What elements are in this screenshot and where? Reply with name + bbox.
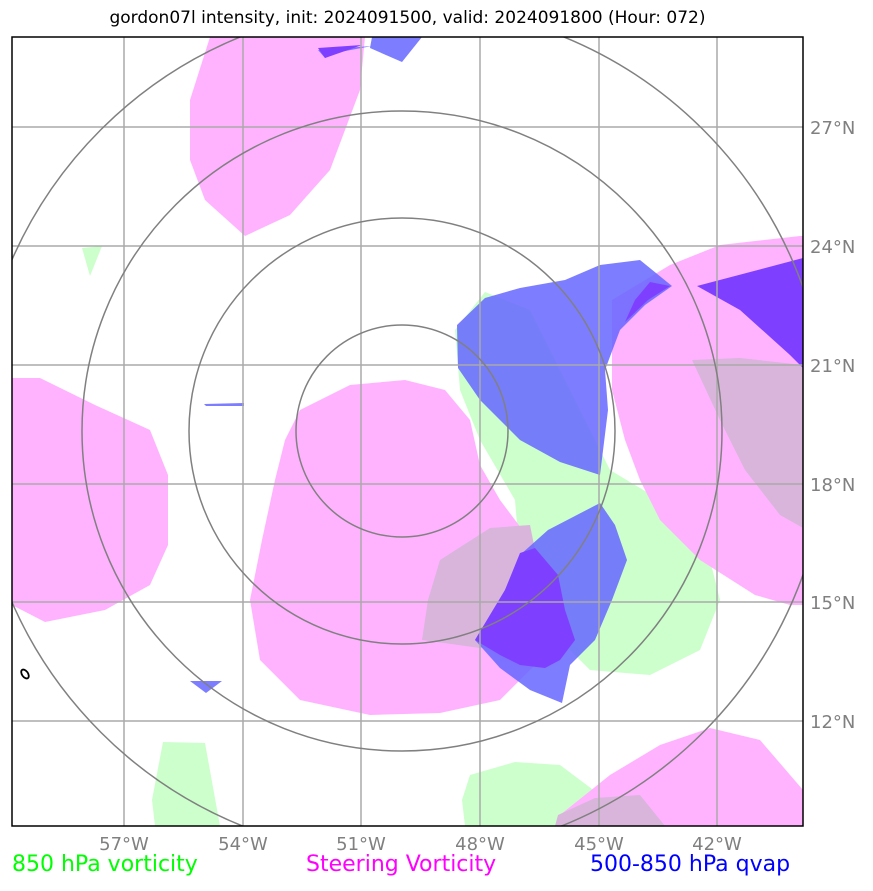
- legend-qvap: 500-850 hPa qvap: [590, 852, 791, 877]
- field-layers: [12, 37, 803, 826]
- overlap-area-southeast: [555, 795, 665, 826]
- lon-labels: 57°W 54°W 51°W 48°W 45°W 42°W: [99, 834, 742, 855]
- green-area-southwest: [152, 742, 220, 826]
- lat-label-21: 21°N: [810, 356, 855, 377]
- gridlines: [12, 37, 803, 826]
- lon-label-54: 54°W: [218, 834, 268, 855]
- lon-label-45: 45°W: [574, 834, 624, 855]
- green-area-west: [82, 246, 102, 276]
- lat-label-18: 18°N: [810, 475, 855, 496]
- chart-title: gordon07l intensity, init: 2024091500, v…: [109, 8, 706, 28]
- deep-overlap-areas: [318, 45, 803, 668]
- blue-area-small-southwest: [190, 681, 222, 693]
- lon-label-57: 57°W: [99, 834, 149, 855]
- blue-area-north-center: [370, 37, 422, 62]
- lon-label-42: 42°W: [692, 834, 742, 855]
- magenta-steering-areas: [12, 37, 803, 826]
- lat-labels: 27°N 24°N 21°N 18°N 15°N 12°N: [810, 118, 855, 733]
- range-ring-1: [295, 324, 509, 538]
- deep-area-northeast-small: [625, 282, 670, 322]
- small-contour-mark: [20, 668, 30, 680]
- overlap-area-east: [692, 358, 803, 528]
- lat-label-15: 15°N: [810, 593, 855, 614]
- legend-850-vorticity: 850 hPa vorticity: [12, 852, 198, 877]
- magenta-area-east: [612, 236, 803, 605]
- blue-area-northeast: [457, 260, 672, 475]
- lat-label-24: 24°N: [810, 237, 855, 258]
- map-frame: [11, 36, 804, 827]
- lat-label-12: 12°N: [810, 712, 855, 733]
- deep-area-northeast-tip: [697, 258, 803, 368]
- range-ring-2: [188, 217, 616, 645]
- deep-area-north: [318, 45, 362, 58]
- lon-label-51: 51°W: [336, 834, 386, 855]
- lon-label-48: 48°W: [455, 834, 505, 855]
- blue-area-small-west: [204, 403, 244, 406]
- range-rings: [12, 37, 803, 826]
- deep-area-south: [475, 548, 575, 668]
- lat-label-27: 27°N: [810, 118, 855, 139]
- legend-steering-vorticity: Steering Vorticity: [306, 852, 497, 877]
- range-ring-3: [81, 110, 723, 752]
